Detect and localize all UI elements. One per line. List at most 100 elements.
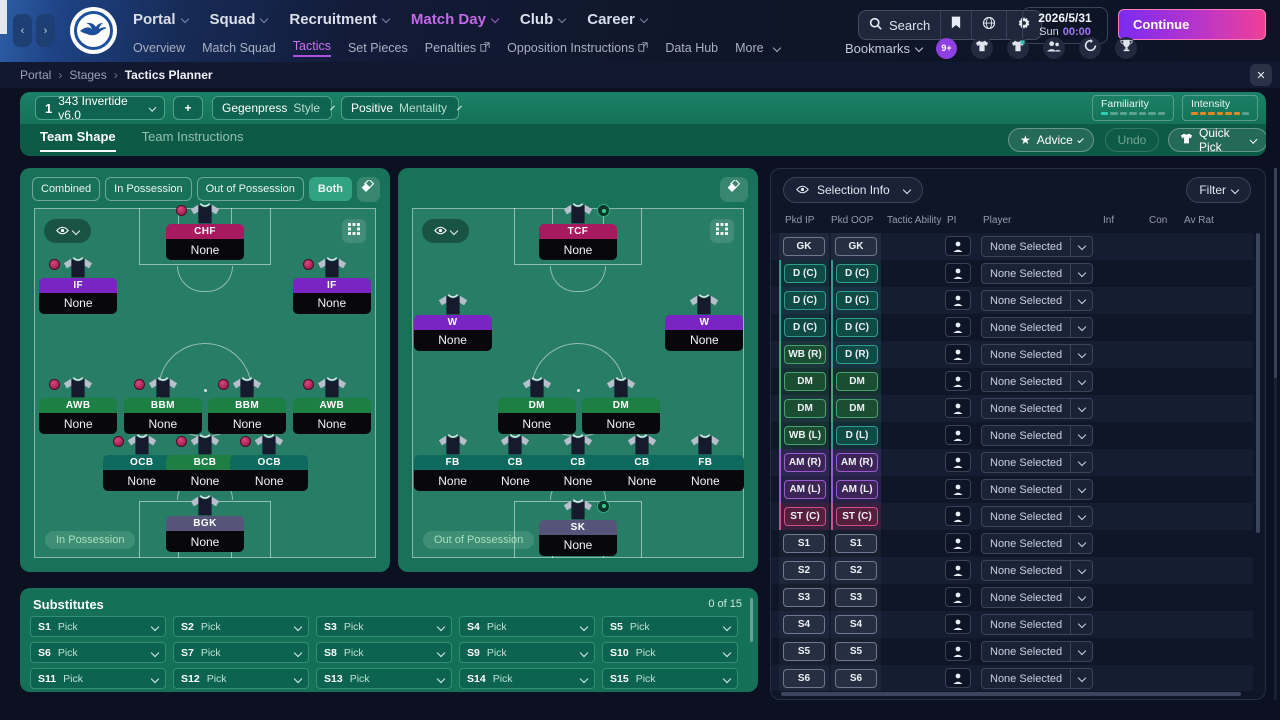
player-slot-cb[interactable]: CB None	[538, 433, 618, 492]
player-select-dropdown[interactable]: None Selected	[981, 560, 1093, 581]
position-badge-oop[interactable]: DM	[836, 372, 878, 391]
position-badge-ip[interactable]: DM	[784, 399, 826, 418]
player-instructions-button[interactable]	[945, 263, 971, 283]
pitch-grid-button[interactable]	[710, 219, 734, 243]
player-name[interactable]: None	[539, 534, 617, 556]
sub-pick-dropdown-s4[interactable]: S4 Pick	[459, 616, 595, 637]
sub-pick-dropdown-s10[interactable]: S10 Pick	[602, 642, 738, 663]
tactic-dropdown[interactable]: 1 343 Invertide v6.0	[35, 94, 165, 122]
player-name[interactable]: None	[102, 470, 181, 492]
player-select-dropdown[interactable]: None Selected	[981, 425, 1093, 446]
continue-button[interactable]: Continue	[1118, 9, 1266, 40]
selection-info-dropdown[interactable]: Selection Info	[783, 177, 923, 203]
settings-button[interactable]	[1006, 11, 1041, 39]
player-name[interactable]: None	[603, 470, 682, 492]
player-select-dropdown[interactable]: None Selected	[981, 290, 1093, 311]
player-slot-cb[interactable]: CB None	[602, 433, 682, 492]
player-name[interactable]: None	[539, 470, 617, 492]
formation-layers-button[interactable]	[720, 176, 748, 202]
position-badge-oop[interactable]: D (L)	[836, 426, 878, 445]
player-instructions-button[interactable]	[945, 371, 971, 391]
position-badge-ip[interactable]: D (C)	[784, 291, 826, 310]
formation-layers-button[interactable]	[356, 176, 380, 202]
sub-pick-dropdown-s13[interactable]: S13 Pick	[316, 668, 452, 689]
player-name[interactable]: None	[539, 239, 617, 261]
player-name[interactable]: None	[208, 413, 287, 435]
view-tab-combined[interactable]: Combined	[32, 177, 101, 201]
visibility-dropdown[interactable]	[422, 219, 469, 243]
player-name[interactable]: None	[166, 531, 244, 553]
position-badge-ip[interactable]: WB (R)	[784, 345, 826, 364]
game-date[interactable]: 2026/5/31 Sun 00:00	[1022, 7, 1108, 44]
player-instructions-button[interactable]	[945, 614, 971, 634]
tactics-shortcut[interactable]	[1007, 37, 1030, 59]
sub-pick-dropdown-s12[interactable]: S12 Pick	[173, 668, 309, 689]
player-select-dropdown[interactable]: None Selected	[981, 398, 1093, 419]
position-badge-oop[interactable]: AM (R)	[836, 453, 878, 472]
player-instructions-button[interactable]	[945, 452, 971, 472]
position-badge-oop[interactable]: GK	[835, 237, 877, 256]
view-tab-out-of-possession[interactable]: Out of Possession	[196, 177, 304, 201]
undo-button[interactable]: Undo	[1105, 128, 1159, 152]
player-slot-cb[interactable]: CB None	[475, 433, 555, 492]
position-badge-oop[interactable]: D (R)	[836, 345, 878, 364]
club-crest[interactable]	[70, 7, 117, 54]
filter-dropdown[interactable]: Filter	[1186, 177, 1251, 203]
player-name[interactable]: None	[39, 292, 118, 314]
player-slot-ocb[interactable]: OCB None	[102, 433, 182, 492]
horizontal-scrollbar[interactable]	[781, 692, 1241, 696]
view-tab-both[interactable]: Both	[308, 177, 352, 201]
player-slot-tcf[interactable]: TCF None	[538, 202, 618, 261]
player-name[interactable]: None	[292, 292, 371, 314]
position-badge-oop[interactable]: S4	[835, 615, 877, 634]
position-badge-ip[interactable]: S1	[783, 534, 825, 553]
player-select-dropdown[interactable]: None Selected	[981, 371, 1093, 392]
player-instructions-button[interactable]	[945, 398, 971, 418]
player-instructions-button[interactable]	[945, 425, 971, 445]
subnav-tactics[interactable]: Tactics	[292, 39, 331, 57]
subnav-opposition-instructions[interactable]: Opposition Instructions	[507, 41, 648, 55]
position-badge-ip[interactable]: S6	[783, 669, 825, 688]
sync-shortcut[interactable]	[1079, 37, 1102, 59]
player-instructions-button[interactable]	[945, 668, 971, 688]
subnav-match-squad[interactable]: Match Squad	[202, 41, 276, 55]
nav-match-day[interactable]: Match Day	[411, 11, 500, 28]
player-instructions-button[interactable]	[945, 236, 971, 256]
position-badge-oop[interactable]: S1	[835, 534, 877, 553]
position-badge-ip[interactable]: DM	[784, 372, 826, 391]
sub-pick-dropdown-s3[interactable]: S3 Pick	[316, 616, 452, 637]
world-button[interactable]	[971, 11, 1006, 39]
nav-portal[interactable]: Portal	[133, 11, 189, 28]
player-slot-fb[interactable]: FB None	[413, 433, 493, 492]
back-button[interactable]: ‹	[13, 14, 32, 47]
player-slot-awb[interactable]: AWB None	[38, 376, 118, 435]
player-name[interactable]: None	[665, 329, 744, 351]
player-instructions-button[interactable]	[945, 641, 971, 661]
position-badge-oop[interactable]: ST (C)	[836, 507, 878, 526]
player-slot-chf[interactable]: CHF None	[165, 202, 245, 261]
position-badge-ip[interactable]: S4	[783, 615, 825, 634]
add-tactic-button[interactable]: +	[173, 96, 203, 120]
player-slot-awb[interactable]: AWB None	[292, 376, 372, 435]
player-slot-fb[interactable]: FB None	[665, 433, 745, 492]
player-select-dropdown[interactable]: None Selected	[981, 236, 1093, 257]
player-instructions-button[interactable]	[945, 344, 971, 364]
position-badge-oop[interactable]: S2	[835, 561, 877, 580]
sub-pick-dropdown-s6[interactable]: S6 Pick	[30, 642, 166, 663]
forward-button[interactable]: ›	[36, 14, 55, 47]
player-instructions-button[interactable]	[945, 506, 971, 526]
player-name[interactable]: None	[123, 413, 202, 435]
position-badge-ip[interactable]: GK	[783, 237, 825, 256]
close-button[interactable]: ✕	[1250, 64, 1272, 86]
sub-pick-dropdown-s9[interactable]: S9 Pick	[459, 642, 595, 663]
sub-pick-dropdown-s14[interactable]: S14 Pick	[459, 668, 595, 689]
breadcrumb-tactics-planner[interactable]: Tactics Planner	[124, 68, 213, 82]
player-name[interactable]: None	[413, 329, 492, 351]
player-slot-bgk[interactable]: BGK None	[165, 494, 245, 553]
position-badge-oop[interactable]: D (C)	[836, 318, 878, 337]
position-badge-oop[interactable]: DM	[836, 399, 878, 418]
position-badge-oop[interactable]: AM (L)	[836, 480, 878, 499]
position-badge-ip[interactable]: D (C)	[784, 318, 826, 337]
sub-pick-dropdown-s7[interactable]: S7 Pick	[173, 642, 309, 663]
player-select-dropdown[interactable]: None Selected	[981, 263, 1093, 284]
